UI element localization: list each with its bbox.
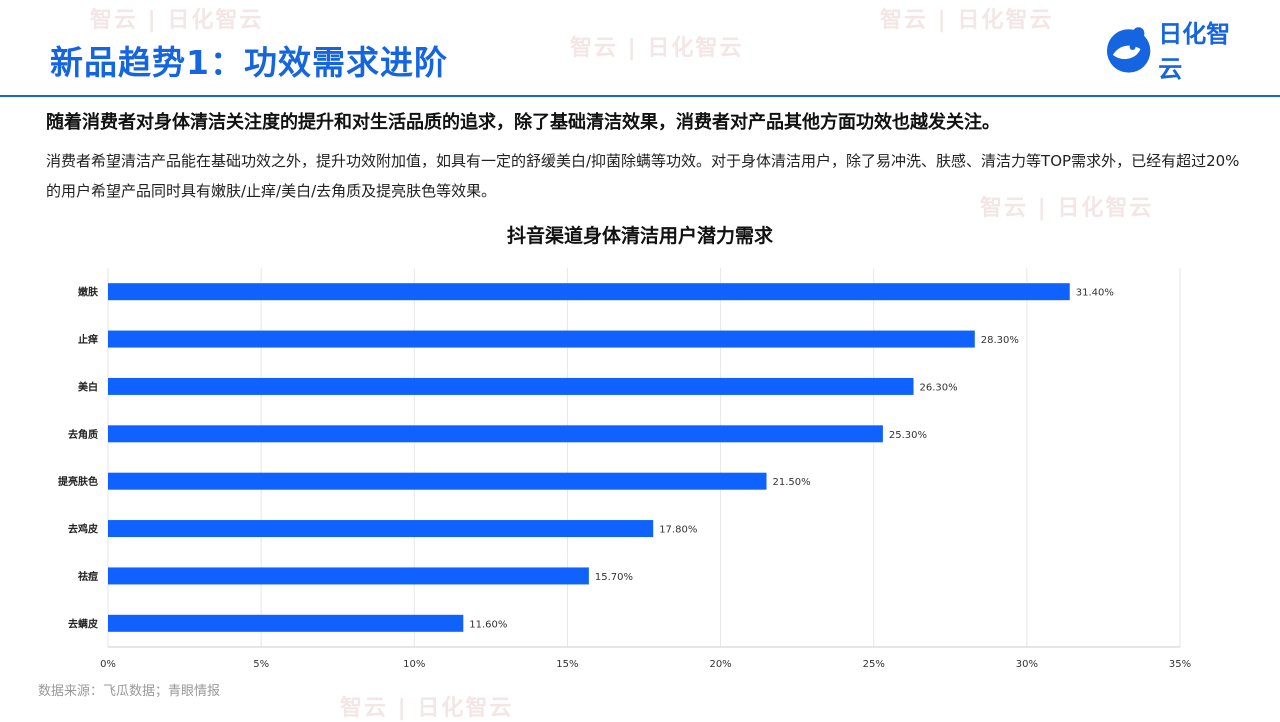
bar (108, 330, 975, 348)
x-tick-label: 35% (1169, 659, 1191, 670)
category-label: 提亮肤色 (58, 475, 98, 488)
data-source-note: 数据来源：飞瓜数据；青眼情报 (38, 684, 221, 699)
watermark: 智云 | 日化智云 (340, 696, 514, 721)
x-tick-label: 20% (709, 659, 731, 670)
page-title: 新品趋势1：功效需求进阶 (50, 43, 448, 82)
bar (108, 614, 464, 632)
bar (108, 472, 767, 490)
bar (108, 425, 883, 443)
bar (108, 520, 654, 538)
category-label: 美白 (78, 380, 98, 393)
category-label: 祛痘 (77, 570, 98, 583)
data-label: 11.60% (469, 619, 507, 630)
body-paragraph: 消费者希望清洁产品能在基础功效之外，提升功效附加值，如具有一定的舒缓美白/抑菌除… (46, 152, 1240, 200)
data-label: 21.50% (773, 477, 811, 488)
x-tick-label: 0% (100, 659, 116, 670)
category-label: 止痒 (78, 333, 98, 346)
brand-logo: 日化智云 (1103, 20, 1253, 83)
data-label: 25.30% (889, 430, 927, 441)
watermark: 智云 | 日化智云 (570, 36, 744, 61)
whale-logo-icon (1106, 27, 1151, 73)
header-divider (0, 95, 1280, 97)
lead-sentence: 随着消费者对身体清洁关注度的提升和对生活品质的追求，除了基础清洁效果，消费者对产… (46, 112, 1000, 133)
x-tick-label: 30% (1016, 659, 1038, 670)
bar (108, 283, 1070, 301)
data-label: 17.80% (659, 525, 697, 536)
category-label: 去鸡皮 (68, 523, 98, 536)
data-label: 26.30% (920, 382, 958, 393)
x-tick-label: 25% (863, 659, 885, 670)
data-label: 15.70% (595, 572, 633, 583)
bar (108, 567, 589, 585)
data-label: 31.40% (1076, 288, 1114, 299)
bar-chart: 0% 5% 10% 15% 20% 25% 30% 35% 嫩肤 31.40% 止痒 28.30% 美白… (58, 268, 1191, 670)
category-label: 嫩肤 (78, 286, 99, 299)
category-label: 去螨皮 (68, 617, 98, 630)
x-tick-label: 5% (253, 659, 269, 670)
data-label: 28.30% (981, 335, 1019, 346)
x-tick-label: 15% (556, 659, 578, 670)
bar (108, 377, 914, 395)
x-tick-label: 10% (403, 659, 425, 670)
watermark: 智云 | 日化智云 (880, 8, 1054, 33)
category-label: 去角质 (68, 428, 98, 441)
logo-text: 日化智云 (1158, 20, 1231, 83)
chart-title: 抖音渠道身体清洁用户潜力需求 (506, 225, 773, 247)
watermark: 智云 | 日化智云 (90, 8, 264, 33)
